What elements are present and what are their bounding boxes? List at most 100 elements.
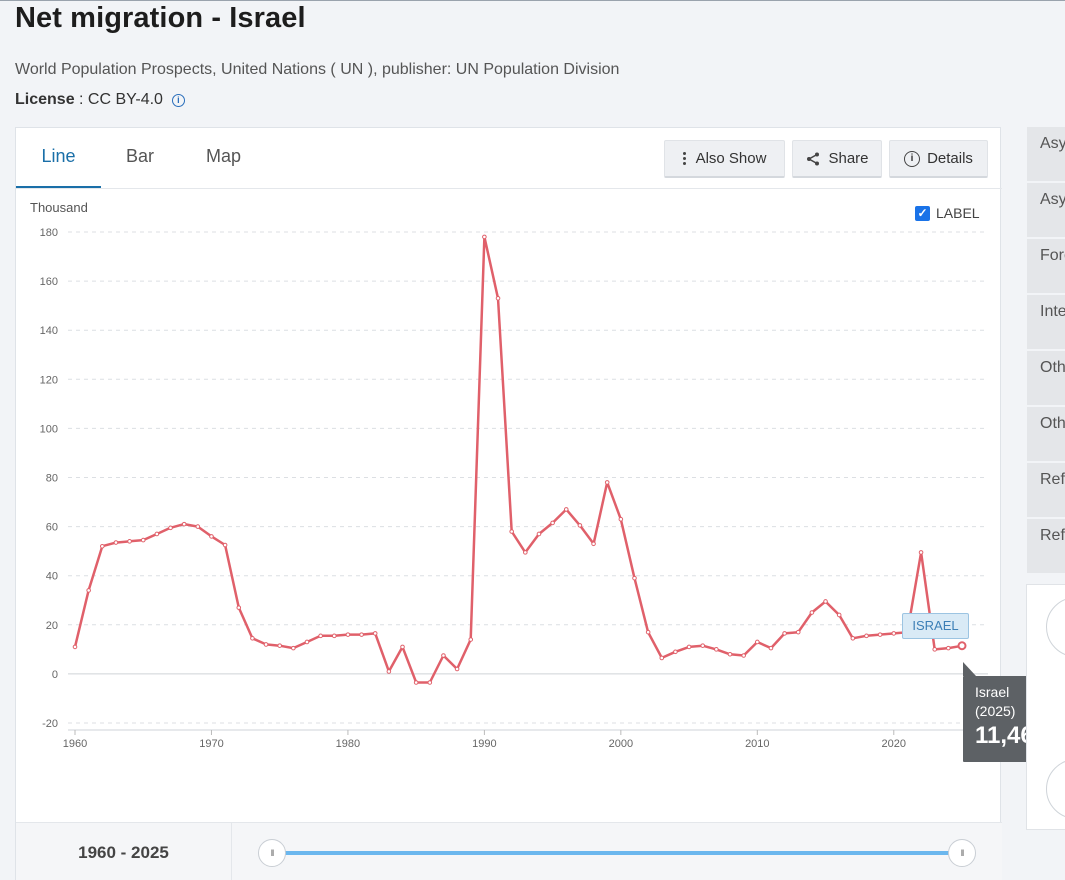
tab-map[interactable]: Map [205, 146, 241, 166]
data-point [618, 516, 624, 522]
data-point [823, 599, 828, 604]
data-point [946, 645, 951, 651]
range-sep: - [115, 843, 132, 862]
x-tick-label: 2000 [609, 738, 633, 750]
label-toggle-text: LABEL [936, 205, 980, 221]
data-point [482, 234, 487, 240]
data-point [304, 639, 310, 645]
data-point [318, 633, 323, 639]
data-point [209, 534, 214, 539]
y-tick-label: 100 [40, 423, 58, 435]
side-item[interactable]: International migrant stock [1027, 295, 1065, 349]
data-point [291, 645, 296, 651]
data-point [72, 644, 78, 650]
side-item[interactable]: Refugees by country of origin [1027, 519, 1065, 573]
data-point [918, 550, 924, 555]
data-point [140, 537, 146, 543]
y-tick-label: 60 [46, 522, 58, 534]
side-item[interactable]: Asylum-seekers by country of origin [1027, 183, 1065, 237]
data-point [932, 647, 938, 652]
data-point [645, 629, 651, 635]
side-item[interactable]: Asylum-seekers by country of asylum [1027, 127, 1065, 181]
data-point [127, 539, 132, 544]
page-title: Net migration - Israel [15, 2, 306, 34]
data-point [768, 645, 774, 651]
label-toggle[interactable]: ✓ LABEL [915, 205, 980, 221]
data-point [864, 633, 869, 639]
share-icon [807, 152, 820, 165]
y-tick-label: 0 [52, 669, 58, 681]
series-label-israel: ISRAEL [902, 613, 969, 639]
checkbox-checked-icon[interactable]: ✓ [915, 205, 930, 221]
series-line-israel [73, 235, 963, 684]
data-point [795, 629, 801, 635]
x-tick-label: 1980 [336, 738, 360, 750]
data-point [509, 529, 514, 534]
related-indicators-list: Asylum-seekers by country of asylum Asyl… [1027, 127, 1065, 575]
x-tick-label: 2010 [745, 738, 769, 750]
data-point [181, 521, 187, 527]
side-action-circle[interactable] [1046, 759, 1065, 819]
data-point [523, 550, 528, 555]
data-point [550, 520, 555, 526]
data-point [99, 543, 105, 549]
data-point [727, 651, 733, 657]
data-point [345, 632, 351, 637]
side-item[interactable]: Other people in need of international pr… [1027, 351, 1065, 405]
data-point [632, 575, 637, 581]
data-point [454, 666, 460, 672]
side-item[interactable]: Foreign-born [1027, 239, 1065, 293]
data-point [222, 542, 228, 548]
tab-bar[interactable]: Bar [125, 146, 154, 166]
y-tick-label: 20 [46, 620, 58, 632]
also-show-button[interactable]: Also Show [664, 140, 785, 178]
year-range-readout: 1960 - 2025 [16, 823, 232, 880]
side-action-circle[interactable] [1046, 597, 1065, 657]
more-vertical-icon [682, 152, 686, 165]
y-tick-label: 180 [40, 227, 58, 239]
range-start-handle[interactable]: lll [258, 839, 286, 867]
data-point [591, 541, 596, 547]
data-point [427, 680, 433, 685]
y-tick-label: 140 [40, 325, 58, 337]
data-point [891, 631, 897, 636]
data-point [536, 531, 542, 537]
side-panel [1026, 584, 1065, 830]
time-range-footer: 1960 - 2025 lll lll [16, 822, 1002, 880]
share-button[interactable]: Share [792, 140, 882, 178]
y-tick-label: 40 [46, 571, 58, 583]
data-point [277, 643, 282, 648]
y-tick-label: 120 [40, 374, 58, 386]
data-point [755, 639, 760, 645]
tab-line[interactable]: Line [16, 128, 101, 188]
range-end-handle[interactable]: lll [948, 839, 976, 867]
info-circle-icon: i [904, 150, 921, 167]
data-point [563, 507, 569, 512]
data-point [154, 531, 160, 537]
data-point [468, 637, 474, 642]
info-icon[interactable]: i [171, 94, 185, 107]
data-point [86, 588, 91, 593]
data-point [400, 644, 405, 650]
x-tick-label: 1970 [199, 738, 223, 750]
details-button[interactable]: i Details [889, 140, 988, 178]
range-start: 1960 [78, 843, 116, 862]
details-label: Details [927, 150, 973, 167]
data-point [386, 669, 392, 674]
range-slider-track[interactable] [271, 851, 961, 855]
side-item[interactable]: Other people in need of international pr… [1027, 407, 1065, 461]
top-border [0, 0, 1065, 1]
side-item[interactable]: Refugees by country of asylum [1027, 463, 1065, 517]
data-point [441, 653, 446, 658]
data-point [782, 631, 787, 636]
line-chart: Thousand -20 0 20 40 60 80 100 120 140 160 180 1960 1… [30, 200, 988, 750]
data-point [659, 655, 665, 661]
tooltip-year: (2025) [975, 703, 1016, 719]
data-point [359, 632, 364, 637]
data-point [577, 523, 583, 528]
y-tick-label: 160 [40, 276, 58, 288]
data-point [331, 633, 337, 639]
data-point [877, 632, 883, 637]
data-point [236, 605, 242, 610]
license-line: License : CC BY-4.0 i [15, 91, 185, 109]
